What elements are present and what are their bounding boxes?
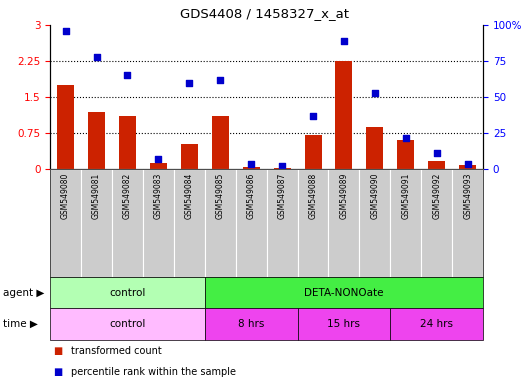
Bar	[459, 166, 476, 169]
Point	[278, 163, 286, 169]
Text: GSM549083: GSM549083	[154, 172, 163, 219]
Bar	[243, 167, 260, 169]
Text: GSM549091: GSM549091	[401, 172, 410, 219]
Point	[432, 151, 441, 157]
Text: 15 hrs: 15 hrs	[327, 319, 361, 329]
Point	[340, 38, 348, 44]
Text: ■: ■	[53, 367, 62, 377]
Text: percentile rank within the sample: percentile rank within the sample	[71, 367, 237, 377]
Text: ■: ■	[53, 346, 62, 356]
Bar	[274, 168, 290, 169]
Text: transformed count: transformed count	[71, 346, 162, 356]
Bar	[212, 116, 229, 169]
Point	[92, 54, 101, 60]
Bar	[88, 112, 105, 169]
Bar	[305, 135, 322, 169]
Text: 8 hrs: 8 hrs	[238, 319, 265, 329]
Point	[123, 73, 131, 79]
Point	[464, 161, 472, 167]
Text: control: control	[109, 288, 146, 298]
Text: GSM549093: GSM549093	[463, 172, 472, 219]
Text: GSM549088: GSM549088	[308, 172, 317, 219]
Text: GSM549090: GSM549090	[370, 172, 380, 219]
Text: GSM549087: GSM549087	[278, 172, 287, 219]
Text: GSM549082: GSM549082	[123, 172, 132, 219]
Point	[309, 113, 317, 119]
Bar	[428, 161, 445, 169]
Point	[185, 79, 194, 86]
Point	[216, 77, 224, 83]
Text: 24 hrs: 24 hrs	[420, 319, 453, 329]
Bar	[335, 61, 353, 169]
Text: GDS4408 / 1458327_x_at: GDS4408 / 1458327_x_at	[180, 8, 348, 20]
Bar	[397, 141, 414, 169]
Point	[247, 161, 256, 167]
Point	[154, 156, 163, 162]
Text: GSM549089: GSM549089	[340, 172, 348, 219]
Point	[371, 90, 379, 96]
Text: GSM549085: GSM549085	[216, 172, 225, 219]
Text: agent ▶: agent ▶	[3, 288, 44, 298]
Bar	[150, 163, 167, 169]
Point	[61, 28, 70, 34]
Bar	[119, 116, 136, 169]
Bar	[57, 85, 74, 169]
Text: DETA-NONOate: DETA-NONOate	[304, 288, 384, 298]
Text: time ▶: time ▶	[3, 319, 37, 329]
Text: GSM549084: GSM549084	[185, 172, 194, 219]
Text: GSM549086: GSM549086	[247, 172, 256, 219]
Bar	[366, 127, 383, 169]
Text: GSM549080: GSM549080	[61, 172, 70, 219]
Text: GSM549092: GSM549092	[432, 172, 441, 219]
Text: control: control	[109, 319, 146, 329]
Text: GSM549081: GSM549081	[92, 172, 101, 219]
Point	[402, 134, 410, 141]
Bar	[181, 144, 198, 169]
